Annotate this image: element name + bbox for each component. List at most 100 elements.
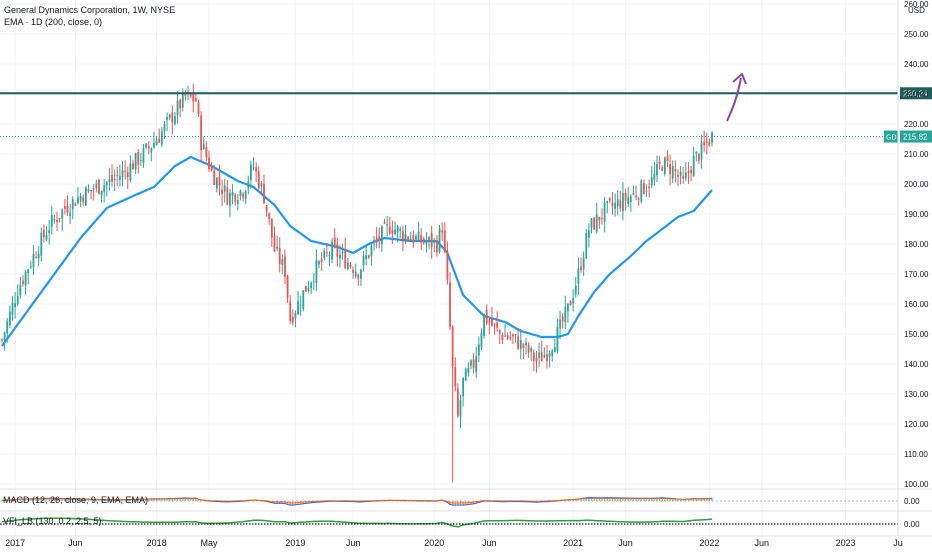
candle-body bbox=[658, 161, 661, 164]
candle-body bbox=[239, 190, 242, 196]
y-tick-label: 240.00 bbox=[904, 60, 929, 69]
candle-body bbox=[32, 254, 35, 268]
candle-body bbox=[530, 348, 533, 352]
candle-body bbox=[548, 353, 551, 357]
candle-body bbox=[281, 259, 284, 265]
resistance-layer[interactable]: 230.24 GD 215.82 bbox=[0, 87, 932, 143]
candle-body bbox=[711, 132, 713, 143]
candle-body bbox=[425, 241, 428, 244]
candle-body bbox=[344, 249, 347, 269]
y-tick-label: 140.00 bbox=[904, 360, 929, 369]
x-tick-label: May bbox=[200, 538, 218, 548]
candle-body bbox=[226, 187, 229, 205]
candle-body bbox=[90, 190, 92, 192]
candle-body bbox=[297, 300, 299, 315]
candle-body bbox=[553, 347, 556, 353]
candle-body bbox=[509, 337, 512, 339]
y-tick-label: 100.00 bbox=[904, 480, 929, 489]
candle-body bbox=[61, 209, 64, 219]
candle-body bbox=[401, 230, 404, 241]
candle-body bbox=[111, 174, 113, 182]
candle-body bbox=[6, 321, 9, 334]
ticker-label: GD bbox=[886, 135, 897, 142]
candle-body bbox=[202, 143, 205, 150]
candle-body bbox=[378, 236, 381, 240]
candle-body bbox=[388, 226, 391, 234]
candle-body bbox=[95, 183, 98, 189]
candle-body bbox=[456, 388, 459, 416]
candle-body bbox=[229, 192, 231, 206]
candle-body bbox=[252, 166, 255, 168]
ticker-badge bbox=[884, 130, 898, 143]
x-tick-label: 2019 bbox=[285, 538, 305, 548]
macd-legend: MACD (12, 26, close, 9, EMA, EMA) bbox=[3, 495, 149, 505]
candle-body bbox=[147, 146, 150, 149]
candle-body bbox=[619, 200, 622, 209]
candle-body bbox=[48, 230, 51, 233]
candle-body bbox=[417, 231, 420, 240]
candle-body bbox=[1, 339, 3, 341]
candle-body bbox=[35, 256, 37, 258]
candle-body bbox=[357, 274, 360, 279]
candle-body bbox=[556, 327, 559, 352]
x-tick-label: 2023 bbox=[836, 538, 856, 548]
candle-body bbox=[396, 226, 399, 233]
ema-line-layer bbox=[1, 155, 713, 347]
candle-body bbox=[294, 313, 297, 319]
candle-body bbox=[352, 269, 354, 273]
candle-body bbox=[498, 330, 501, 334]
candle-body bbox=[629, 196, 632, 202]
candle-body bbox=[43, 229, 45, 238]
candle-body bbox=[328, 255, 331, 257]
candle-body bbox=[488, 321, 491, 323]
candle-body bbox=[346, 262, 349, 269]
indicator-panes: 0.00 0.00 bbox=[0, 488, 932, 529]
candle-body bbox=[666, 156, 669, 162]
candle-body bbox=[181, 92, 184, 108]
candle-body bbox=[543, 354, 546, 358]
macd-value: 0.00 bbox=[904, 497, 920, 506]
candle-body bbox=[84, 187, 87, 206]
candle-body bbox=[637, 198, 640, 200]
candle-body bbox=[519, 340, 522, 349]
candle-body bbox=[459, 400, 462, 417]
y-tick-label: 110.00 bbox=[904, 450, 928, 459]
candle-body bbox=[286, 275, 289, 298]
candle-body bbox=[674, 168, 677, 172]
candle-body bbox=[622, 193, 624, 212]
candle-body bbox=[71, 199, 74, 210]
candle-body bbox=[532, 352, 535, 361]
candle-body bbox=[145, 143, 147, 148]
candle-body bbox=[218, 176, 221, 186]
candle-body bbox=[632, 192, 635, 195]
candle-body bbox=[645, 190, 648, 192]
candle-body bbox=[443, 230, 446, 252]
y-tick-label: 170.00 bbox=[904, 270, 929, 279]
candle-body bbox=[121, 170, 124, 178]
vfi-legend: VFI_LB (130, 0.2, 2.5, 5) bbox=[3, 516, 102, 526]
candle-body bbox=[504, 335, 506, 337]
candle-body bbox=[171, 112, 174, 123]
projection-arrow[interactable] bbox=[726, 73, 747, 122]
candle-body bbox=[66, 206, 69, 213]
candle-body bbox=[404, 234, 407, 241]
candle-body bbox=[446, 251, 449, 280]
candle-body bbox=[24, 271, 27, 286]
candle-body bbox=[467, 367, 470, 374]
candle-body bbox=[325, 252, 328, 254]
candle-body bbox=[276, 246, 278, 249]
candle-body bbox=[485, 309, 488, 324]
candle-body bbox=[260, 183, 263, 187]
candle-body bbox=[611, 202, 614, 207]
candle-body bbox=[640, 180, 643, 202]
x-tick-label: Jun bbox=[346, 538, 361, 548]
candle-body bbox=[16, 295, 19, 304]
candle-body bbox=[535, 357, 538, 362]
candle-body bbox=[394, 229, 396, 235]
candle-body bbox=[312, 281, 315, 283]
candle-body bbox=[601, 217, 603, 219]
candle-body bbox=[441, 230, 444, 233]
candle-body bbox=[194, 98, 197, 101]
candle-body bbox=[129, 163, 132, 181]
